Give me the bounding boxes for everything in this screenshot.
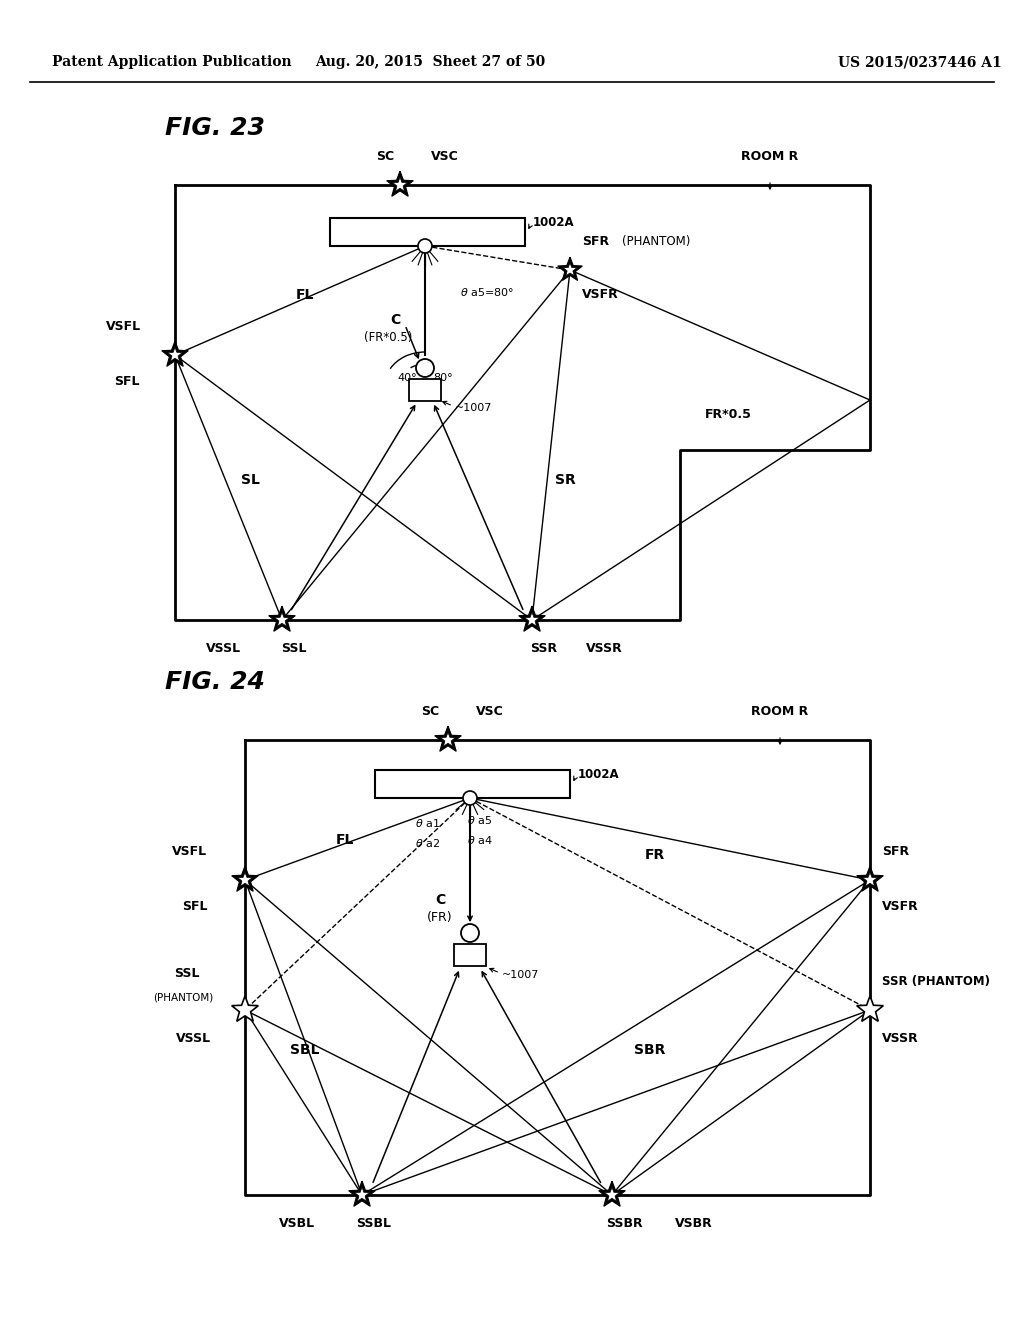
Text: SC: SC	[376, 150, 394, 162]
Text: VSSL: VSSL	[175, 1032, 211, 1045]
Text: SSBL: SSBL	[356, 1217, 391, 1230]
Text: VSSR: VSSR	[882, 1032, 919, 1045]
Bar	[330, 218, 525, 246]
PathPatch shape	[857, 866, 884, 891]
Circle shape	[416, 359, 434, 378]
Text: ROOM R: ROOM R	[752, 705, 809, 718]
Text: (FR): (FR)	[427, 911, 453, 924]
Text: C: C	[435, 894, 445, 907]
Text: 1002A: 1002A	[534, 215, 574, 228]
Text: Patent Application Publication: Patent Application Publication	[52, 55, 292, 69]
Text: FL: FL	[336, 833, 354, 847]
PathPatch shape	[349, 1181, 376, 1206]
PathPatch shape	[519, 606, 546, 631]
Text: VSSL: VSSL	[207, 642, 242, 655]
PathPatch shape	[231, 866, 258, 891]
Text: SL: SL	[241, 473, 259, 487]
PathPatch shape	[862, 873, 878, 886]
PathPatch shape	[558, 257, 583, 281]
Text: SFL: SFL	[182, 900, 208, 913]
Bar	[454, 944, 486, 966]
PathPatch shape	[440, 733, 456, 746]
Text: FR*0.5: FR*0.5	[705, 408, 752, 421]
Text: SC: SC	[421, 705, 439, 718]
PathPatch shape	[238, 873, 252, 886]
Text: FR: FR	[645, 847, 666, 862]
Text: $\theta$ a4: $\theta$ a4	[467, 834, 493, 846]
PathPatch shape	[605, 1187, 620, 1201]
Text: US 2015/0237446 A1: US 2015/0237446 A1	[838, 55, 1001, 69]
Text: C: C	[390, 313, 400, 327]
PathPatch shape	[392, 177, 408, 191]
Text: (PHANTOM): (PHANTOM)	[622, 235, 690, 248]
Text: FIG. 23: FIG. 23	[165, 116, 265, 140]
Text: SBR: SBR	[634, 1043, 666, 1057]
Text: Aug. 20, 2015  Sheet 27 of 50: Aug. 20, 2015 Sheet 27 of 50	[314, 55, 545, 69]
Text: SFR: SFR	[882, 845, 909, 858]
Circle shape	[461, 924, 479, 942]
Text: ~1007: ~1007	[455, 403, 493, 413]
Text: SSR: SSR	[530, 642, 557, 655]
Text: SSL: SSL	[282, 642, 307, 655]
Text: 80°: 80°	[433, 374, 453, 383]
Text: VSBL: VSBL	[279, 1217, 315, 1230]
PathPatch shape	[563, 263, 577, 276]
Text: FIG. 24: FIG. 24	[165, 671, 265, 694]
Text: 1002A: 1002A	[578, 767, 620, 780]
PathPatch shape	[162, 341, 188, 367]
Text: $\theta$ a5=80°: $\theta$ a5=80°	[460, 286, 514, 298]
PathPatch shape	[599, 1181, 626, 1206]
Text: SR: SR	[555, 473, 575, 487]
PathPatch shape	[434, 726, 462, 751]
Text: $\theta$ a5: $\theta$ a5	[467, 814, 493, 826]
Bar	[409, 379, 441, 401]
PathPatch shape	[524, 612, 540, 626]
Text: VSFR: VSFR	[582, 288, 618, 301]
Text: $\theta$ a1: $\theta$ a1	[416, 817, 440, 829]
Text: VSFL: VSFL	[105, 319, 140, 333]
Circle shape	[418, 239, 432, 253]
Text: SFR: SFR	[582, 235, 609, 248]
Text: ROOM R: ROOM R	[741, 150, 799, 162]
Text: SFL: SFL	[115, 375, 139, 388]
Text: SSR (PHANTOM): SSR (PHANTOM)	[882, 975, 990, 987]
Text: VSBR: VSBR	[675, 1217, 713, 1230]
Text: ~1007: ~1007	[502, 970, 540, 979]
Text: (PHANTOM): (PHANTOM)	[153, 993, 213, 1003]
Text: SSBR: SSBR	[605, 1217, 642, 1230]
PathPatch shape	[354, 1187, 370, 1201]
Text: FL: FL	[296, 288, 314, 302]
Text: 40°: 40°	[397, 374, 417, 383]
PathPatch shape	[387, 172, 414, 197]
Text: VSC: VSC	[431, 150, 459, 162]
Text: SSL: SSL	[174, 968, 200, 979]
Text: VSSR: VSSR	[586, 642, 623, 655]
Text: VSC: VSC	[476, 705, 504, 718]
PathPatch shape	[231, 997, 258, 1022]
PathPatch shape	[268, 606, 295, 631]
Text: VSFL: VSFL	[172, 845, 208, 858]
PathPatch shape	[168, 347, 182, 362]
Bar	[375, 770, 570, 799]
PathPatch shape	[857, 997, 884, 1022]
Text: SBL: SBL	[290, 1043, 319, 1057]
Circle shape	[463, 791, 477, 805]
PathPatch shape	[274, 612, 290, 626]
Text: VSFR: VSFR	[882, 900, 919, 913]
Text: $\theta$ a2: $\theta$ a2	[416, 837, 440, 849]
Text: (FR*0.5): (FR*0.5)	[364, 331, 413, 345]
